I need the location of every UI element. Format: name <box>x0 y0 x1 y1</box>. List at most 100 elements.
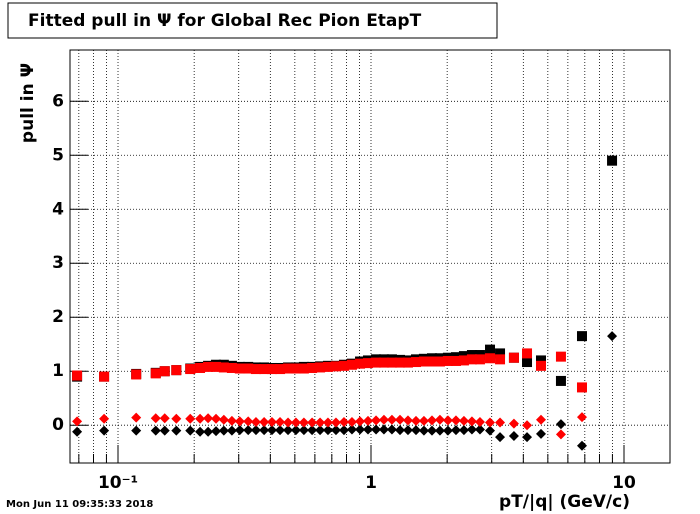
marker <box>458 415 469 426</box>
marker <box>378 357 389 368</box>
marker <box>159 425 170 436</box>
y-tick-label: 6 <box>52 91 64 111</box>
marker <box>607 155 618 166</box>
marker <box>485 344 496 355</box>
marker <box>234 425 245 436</box>
marker <box>607 331 618 342</box>
marker <box>576 331 587 342</box>
marker <box>555 375 566 386</box>
marker <box>330 417 341 428</box>
marker <box>218 414 229 425</box>
y-tick-label: 1 <box>52 361 64 381</box>
marker <box>555 419 566 430</box>
marker <box>266 364 277 375</box>
marker <box>211 361 222 372</box>
marker <box>495 354 506 365</box>
marker <box>466 424 477 435</box>
y-tick-label: 0 <box>52 415 64 435</box>
marker <box>362 358 373 369</box>
marker <box>283 363 294 374</box>
marker <box>259 425 270 436</box>
marker <box>508 418 519 429</box>
x-axis-label: pT/|q| (GeV/c) <box>499 492 630 512</box>
y-tick-label: 2 <box>52 307 64 327</box>
marker <box>386 357 397 368</box>
marker <box>315 362 326 373</box>
marker <box>410 425 421 436</box>
marker <box>576 382 587 393</box>
marker <box>474 354 485 365</box>
marker <box>290 363 301 374</box>
marker <box>418 356 429 367</box>
y-axis-label: pull in Ψ <box>18 63 38 143</box>
marker <box>346 424 357 435</box>
marker <box>378 414 389 425</box>
marker <box>298 417 309 428</box>
marker <box>290 425 301 436</box>
marker <box>131 412 142 423</box>
marker <box>171 425 182 436</box>
marker <box>434 414 445 425</box>
chart-title: Fitted pull in Ψ for Global Rec Pion Eta… <box>28 11 422 31</box>
marker <box>434 425 445 436</box>
marker <box>394 425 405 436</box>
marker <box>150 413 161 424</box>
marker <box>159 366 170 377</box>
marker <box>330 361 341 372</box>
y-tick-label: 3 <box>52 253 64 273</box>
marker <box>535 414 546 425</box>
marker <box>386 414 397 425</box>
marker <box>466 354 477 365</box>
marker <box>275 364 286 375</box>
marker <box>322 417 333 428</box>
marker <box>211 413 222 424</box>
marker <box>555 351 566 362</box>
marker <box>338 425 349 436</box>
marker <box>315 425 326 436</box>
marker <box>426 415 437 426</box>
marker <box>386 424 397 435</box>
marker <box>283 425 294 436</box>
marker <box>72 416 83 427</box>
marker <box>442 415 453 426</box>
marker <box>218 425 229 436</box>
marker <box>450 415 461 426</box>
marker <box>535 428 546 439</box>
marker <box>290 417 301 428</box>
marker <box>466 416 477 427</box>
marker <box>185 413 196 424</box>
marker <box>474 424 485 435</box>
y-tick-label: 4 <box>52 199 64 219</box>
marker <box>150 425 161 436</box>
marker <box>362 424 373 435</box>
x-tick-label: 10⁻¹ <box>98 473 138 493</box>
marker <box>322 361 333 372</box>
marker <box>434 356 445 367</box>
marker <box>495 348 506 359</box>
marker <box>371 415 382 426</box>
marker <box>418 415 429 426</box>
marker <box>355 358 366 369</box>
marker <box>426 425 437 436</box>
marker <box>330 425 341 436</box>
marker <box>211 426 222 437</box>
marker <box>72 426 83 437</box>
marker <box>315 417 326 428</box>
marker <box>234 416 245 427</box>
marker <box>522 432 533 443</box>
marker <box>307 362 318 373</box>
marker <box>522 420 533 431</box>
marker <box>131 369 142 380</box>
marker <box>394 357 405 368</box>
marker <box>250 416 261 427</box>
marker <box>307 425 318 436</box>
marker <box>458 425 469 436</box>
marker <box>243 425 254 436</box>
marker <box>283 417 294 428</box>
title-box <box>7 2 498 39</box>
marker <box>535 355 546 366</box>
marker <box>378 424 389 435</box>
marker <box>474 416 485 427</box>
marker <box>298 363 309 374</box>
